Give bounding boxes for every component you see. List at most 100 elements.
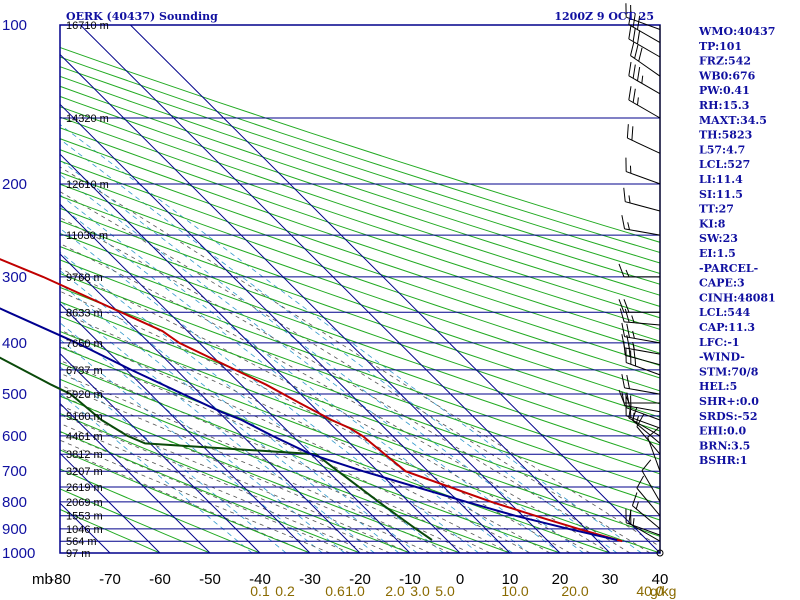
wind-barb-full: [626, 374, 630, 389]
wind-layer: [618, 3, 664, 557]
wind-barb-half: [629, 409, 632, 418]
index-item: HEL:5: [699, 380, 737, 393]
wind-barb-full: [636, 30, 641, 45]
dry-adiabat: [60, 138, 660, 342]
wind-barb-shaft: [626, 407, 661, 421]
dry-adiabat: [60, 56, 660, 254]
dry-adiabat: [60, 195, 660, 405]
moist-adiabat: [60, 431, 351, 553]
wind-barb-calm: [656, 549, 664, 557]
height-label: 2069 m: [66, 497, 103, 509]
wind-barb-shaft: [628, 38, 661, 58]
wind-barb: [631, 492, 661, 530]
temperature-tick-label: -10: [399, 571, 421, 588]
wind-barb-full: [632, 27, 636, 42]
moist-adiabat: [60, 217, 631, 553]
index-item: SW:23: [699, 232, 738, 245]
dry-adiabat: [60, 127, 660, 330]
mixing-ratio-label: 1.0: [345, 583, 365, 599]
chart-title: OERK (40437) Sounding: [66, 10, 218, 23]
pressure-label: 1000: [2, 545, 35, 562]
wind-barb-shaft: [628, 522, 661, 542]
wind-barb-full: [632, 88, 636, 103]
wind-barb: [628, 86, 661, 119]
wind-barb-shaft: [628, 24, 661, 44]
wind-barb-shaft: [624, 404, 661, 413]
wind-barb-shaft: [626, 522, 661, 536]
mixing-ratio-unit: g/kg: [650, 583, 676, 599]
height-label: 6737 m: [66, 365, 103, 377]
index-item: CAP:11.3: [699, 321, 755, 334]
wind-barb-full: [631, 126, 634, 141]
dry-adiabat: [60, 207, 660, 418]
mixing-ratio-label: 20.0: [561, 583, 588, 599]
wind-barb-full: [626, 323, 630, 338]
wind-barb-half: [627, 222, 630, 230]
valid-time: 1200Z 9 OCT 25: [554, 10, 654, 23]
height-label: 97 m: [66, 548, 90, 560]
mixing-ratio-label: 3.0: [410, 583, 430, 599]
moist-adiabat: [60, 311, 551, 553]
wind-barb-shaft: [626, 16, 661, 30]
dry-adiabat: [60, 246, 660, 460]
isotherm: [60, 303, 311, 553]
wind-barb: [621, 322, 661, 344]
wind-barb-full: [632, 64, 636, 79]
height-label: 3207 m: [66, 466, 103, 478]
temperature-tick-label: 40: [652, 571, 669, 588]
wind-barb-full: [625, 3, 627, 18]
temperature-tick-label: -50: [199, 571, 221, 588]
wind-barb-shaft: [647, 437, 661, 472]
index-item: TP:101: [699, 40, 742, 53]
index-item: BRN:3.5: [699, 439, 750, 452]
index-item: RH:15.3: [699, 99, 749, 112]
wind-barb-half: [632, 412, 635, 421]
temperature-tick-label: 10: [502, 571, 519, 588]
wind-barb-half: [632, 518, 635, 526]
isotherm: [60, 452, 161, 553]
isotherm: [60, 103, 511, 553]
wind-barb: [618, 299, 660, 313]
index-item: WMO:40437: [698, 25, 775, 38]
dry-adiabat: [60, 66, 660, 264]
index-item: LFC:-1: [699, 336, 740, 349]
isotherm: [60, 253, 361, 553]
index-item: BSHR:1: [699, 454, 748, 467]
index-item: FRZ:542: [699, 55, 751, 68]
index-item: EHI:0.0: [699, 425, 746, 438]
dry-adiabat: [60, 220, 660, 432]
wind-barb-full: [626, 124, 629, 139]
wind-barb-full: [636, 15, 641, 30]
index-item: MAXT:34.5: [699, 114, 767, 127]
wind-barb-shaft: [624, 387, 661, 395]
wind-barb-full: [624, 308, 630, 323]
height-label: 1553 m: [66, 511, 103, 523]
height-label: 1046 m: [66, 524, 103, 536]
height-label: 11030 m: [66, 230, 108, 242]
dry-adiabat: [60, 116, 660, 319]
wind-barb-half: [636, 97, 639, 106]
index-item: SHR+:0.0: [699, 395, 759, 408]
wind-barb-full: [628, 61, 632, 76]
index-item: CAPE:3: [699, 277, 745, 290]
wind-barb-half: [632, 330, 635, 339]
wind-barb: [618, 389, 660, 404]
height-label: 564 m: [66, 536, 97, 548]
wind-barb-full: [647, 427, 659, 438]
wind-barb-full: [638, 47, 643, 62]
isotherm: [60, 53, 561, 553]
dry-adiabat: [60, 149, 660, 354]
wind-barb-half: [625, 269, 630, 278]
height-label: 5920 m: [66, 389, 103, 401]
moist-adiabat: [60, 404, 411, 553]
pressure-label: 400: [2, 335, 27, 352]
wind-barb-full: [630, 395, 632, 410]
wind-barb: [631, 406, 661, 444]
isotherm: [130, 25, 660, 553]
pressure-unit-label: mb: [32, 571, 53, 588]
dry-adiabat: [60, 272, 660, 490]
wind-barb-full: [623, 187, 626, 202]
